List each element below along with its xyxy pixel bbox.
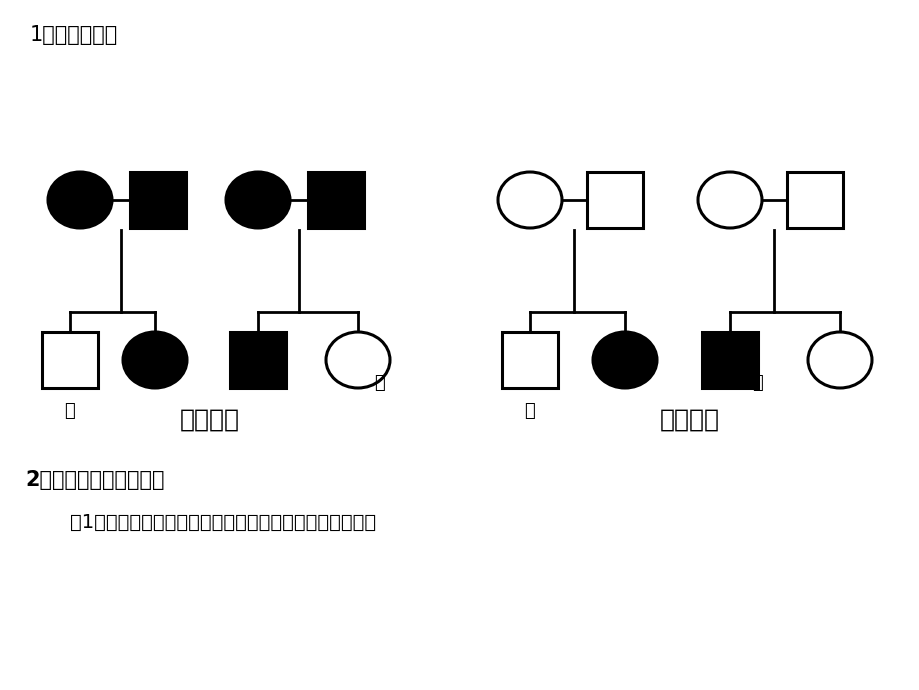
Text: 丙: 丙 bbox=[524, 402, 535, 420]
Ellipse shape bbox=[123, 332, 187, 388]
Text: （1）若出现上图中乙、丙情况，可直接确定位于常染色体: （1）若出现上图中乙、丙情况，可直接确定位于常染色体 bbox=[45, 513, 376, 531]
Ellipse shape bbox=[807, 332, 871, 388]
Text: 隐性遗传: 隐性遗传 bbox=[659, 408, 720, 432]
Text: 甲: 甲 bbox=[64, 402, 75, 420]
Text: 乙: 乙 bbox=[374, 374, 385, 392]
Ellipse shape bbox=[325, 332, 390, 388]
Bar bbox=[42, 332, 98, 388]
Bar bbox=[586, 172, 642, 228]
Ellipse shape bbox=[593, 332, 656, 388]
Text: 丁: 丁 bbox=[752, 374, 763, 392]
Text: 显性遗传: 显性遗传 bbox=[180, 408, 240, 432]
Text: 1、显隐性判断: 1、显隐性判断 bbox=[30, 25, 119, 45]
Ellipse shape bbox=[497, 172, 562, 228]
Bar bbox=[502, 332, 558, 388]
Bar bbox=[786, 172, 842, 228]
Bar bbox=[308, 172, 364, 228]
Text: 2、致病基因位置判断：: 2、致病基因位置判断： bbox=[25, 470, 165, 490]
Bar bbox=[230, 332, 286, 388]
Bar bbox=[130, 172, 186, 228]
Ellipse shape bbox=[226, 172, 289, 228]
Ellipse shape bbox=[698, 172, 761, 228]
Ellipse shape bbox=[48, 172, 112, 228]
Bar bbox=[701, 332, 757, 388]
